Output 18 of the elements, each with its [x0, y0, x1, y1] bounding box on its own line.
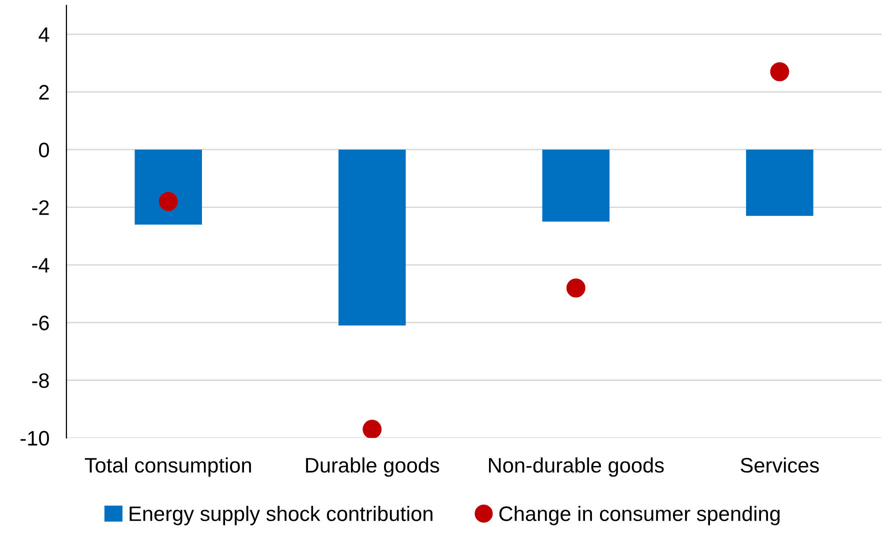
- y-tick-label: 2: [39, 84, 49, 100]
- y-tick-label: 4: [38, 27, 50, 42]
- y-tick-label: 0: [39, 142, 49, 158]
- y-tick-label: -10: [20, 430, 49, 446]
- point: [362, 420, 382, 438]
- y-tick-label: -6: [32, 316, 49, 330]
- legend-label: Energy supply shock contribution: [130, 506, 432, 526]
- point: [158, 192, 178, 211]
- x-tick-label: Durable goods: [306, 457, 440, 477]
- x-tick-label: Total consumption: [84, 457, 251, 477]
- legend-label: Change in consumer spending: [499, 506, 780, 526]
- point: [566, 278, 586, 298]
- x-tick-label: Non-durable goods: [489, 457, 664, 477]
- y-tick-label: -4: [32, 258, 50, 272]
- y-tick-label: -2: [32, 200, 49, 215]
- x-tick-label: Services: [740, 457, 819, 473]
- y-tick-label: -8: [32, 373, 49, 388]
- point: [770, 62, 790, 82]
